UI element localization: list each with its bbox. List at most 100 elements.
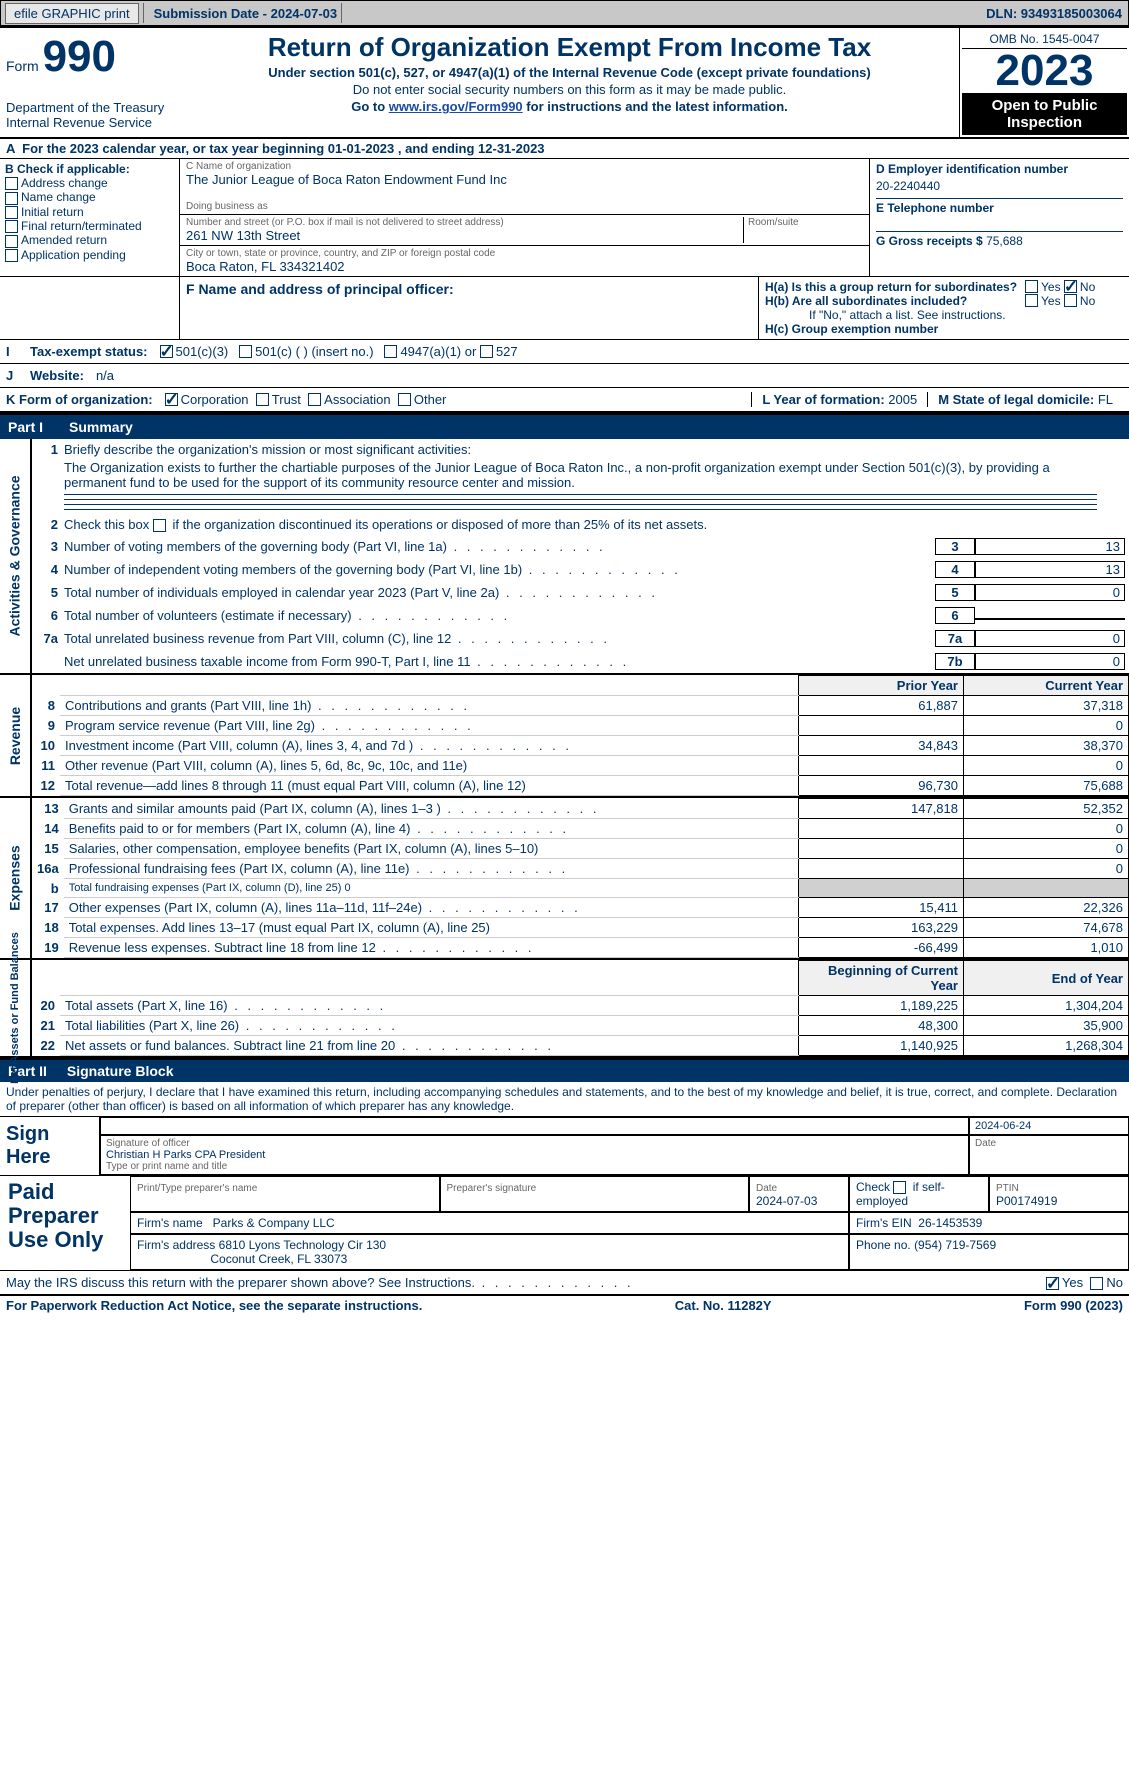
part1-number: Part I	[8, 419, 43, 435]
section-bcd: B Check if applicable: Address change Na…	[0, 158, 1129, 276]
b-opt5: Amended return	[21, 233, 107, 247]
b21: 48,300	[799, 1016, 964, 1036]
checkbox-discontinued[interactable]	[153, 519, 166, 532]
s5-val: 0	[975, 584, 1125, 601]
checkbox-selfemployed[interactable]	[893, 1181, 906, 1194]
sidebar-netassets: Net Assets or Fund Balances	[0, 960, 32, 1056]
c17: 22,326	[964, 898, 1129, 918]
part2-title: Signature Block	[67, 1063, 174, 1079]
checkbox-hb-yes[interactable]	[1025, 294, 1038, 307]
r8: Contributions and grants (Part VIII, lin…	[60, 696, 799, 716]
checkbox-final-return[interactable]	[5, 220, 18, 233]
checkbox-ha-yes[interactable]	[1025, 280, 1038, 293]
dba-label: Doing business as	[186, 201, 863, 212]
r15: Salaries, other compensation, employee b…	[64, 839, 799, 859]
checkbox-hb-no[interactable]	[1064, 294, 1077, 307]
f-label: F Name and address of principal officer:	[186, 281, 454, 297]
checkbox-4947[interactable]	[384, 345, 397, 358]
sign-here-label: Sign Here	[0, 1117, 100, 1175]
checkbox-amended[interactable]	[5, 235, 18, 248]
checkbox-501c3[interactable]	[160, 345, 173, 358]
hb-note: If "No," attach a list. See instructions…	[765, 308, 1123, 322]
phone-label: Phone no.	[856, 1238, 911, 1252]
no-label: No	[1080, 280, 1095, 294]
firm-ein: 26-1453539	[918, 1216, 982, 1230]
r11: Other revenue (Part VIII, column (A), li…	[60, 756, 799, 776]
revenue-table: Prior YearCurrent Year 8Contributions an…	[32, 675, 1129, 796]
cat-no: Cat. No. 11282Y	[675, 1298, 772, 1313]
sig-officer-label: Signature of officer	[106, 1138, 963, 1149]
form-number: 990	[43, 32, 116, 81]
checkbox-501c[interactable]	[239, 345, 252, 358]
hdr-prior: Prior Year	[799, 676, 964, 696]
r10: Investment income (Part VIII, column (A)…	[60, 736, 799, 756]
ein: 20-2240440	[876, 176, 1123, 196]
submission-date: Submission Date - 2024-07-03	[154, 6, 338, 21]
checkbox-ha-no[interactable]	[1064, 280, 1077, 293]
part2-bar: Part II Signature Block	[0, 1058, 1129, 1082]
checkbox-app-pending[interactable]	[5, 249, 18, 262]
line-a: A For the 2023 calendar year, or tax yea…	[0, 137, 1129, 158]
checkbox-other[interactable]	[398, 393, 411, 406]
hdr-end: End of Year	[964, 961, 1129, 996]
checkbox-discuss-no[interactable]	[1090, 1277, 1103, 1290]
s6-val	[975, 618, 1125, 620]
sidebar-activities: Activities & Governance	[0, 439, 32, 673]
city-label: City or town, state or province, country…	[186, 248, 863, 259]
p14	[799, 819, 964, 839]
c13: 52,352	[964, 799, 1129, 819]
checkbox-527[interactable]	[480, 345, 493, 358]
checkbox-association[interactable]	[308, 393, 321, 406]
p17: 15,411	[799, 898, 964, 918]
b-opt4: Final return/terminated	[21, 219, 142, 233]
p9	[799, 716, 964, 736]
goto-post: for instructions and the latest informat…	[526, 99, 787, 114]
k-opt1: Corporation	[181, 392, 249, 407]
city-state-zip: Boca Raton, FL 334321402	[186, 259, 863, 274]
firm-name-label: Firm's name	[137, 1216, 203, 1230]
p11	[799, 756, 964, 776]
gross-label: G Gross receipts $	[876, 234, 986, 248]
website: n/a	[96, 368, 114, 383]
r21: Total liabilities (Part X, line 26)	[60, 1016, 799, 1036]
checkbox-corporation[interactable]	[165, 393, 178, 406]
ptin-label: PTIN	[996, 1183, 1019, 1194]
k-label: K Form of organization:	[6, 392, 153, 407]
b-opt1: Address change	[21, 176, 108, 190]
firm-ein-label: Firm's EIN	[856, 1216, 912, 1230]
r9: Program service revenue (Part VIII, line…	[60, 716, 799, 736]
p19: -66,499	[799, 938, 964, 958]
r20: Total assets (Part X, line 16)	[60, 996, 799, 1016]
firm-addr1: 6810 Lyons Technology Cir 130	[219, 1238, 386, 1252]
efile-print-button[interactable]: efile GRAPHIC print	[5, 3, 139, 24]
irs-link[interactable]: www.irs.gov/Form990	[389, 99, 523, 114]
checkbox-address-change[interactable]	[5, 177, 18, 190]
checkbox-name-change[interactable]	[5, 192, 18, 205]
dept-treasury: Department of the Treasury Internal Reve…	[6, 100, 174, 130]
subtitle-section: Under section 501(c), 527, or 4947(a)(1)…	[184, 65, 955, 80]
state-domicile: FL	[1098, 392, 1113, 407]
yes-label: Yes	[1041, 280, 1061, 294]
checkbox-initial-return[interactable]	[5, 206, 18, 219]
prep-date: 2024-07-03	[756, 1194, 817, 1208]
checkbox-trust[interactable]	[256, 393, 269, 406]
p16a	[799, 859, 964, 879]
k-opt2: Trust	[272, 392, 301, 407]
prep-name-label: Print/Type preparer's name	[137, 1183, 257, 1194]
no-label: No	[1080, 294, 1095, 308]
check-label: Check	[856, 1180, 890, 1194]
e22: 1,268,304	[964, 1036, 1129, 1056]
e20: 1,304,204	[964, 996, 1129, 1016]
checkbox-discuss-yes[interactable]	[1046, 1277, 1059, 1290]
r16b: Total fundraising expenses (Part IX, col…	[64, 879, 799, 898]
hdr-curr: Current Year	[964, 676, 1129, 696]
mission-text: The Organization exists to further the c…	[32, 460, 1129, 490]
tax-year: 2023	[962, 49, 1127, 93]
s5-text: Total number of individuals employed in …	[64, 585, 935, 600]
p18: 163,229	[799, 918, 964, 938]
firm-addr-label: Firm's address	[137, 1238, 215, 1252]
part1-title: Summary	[63, 418, 139, 436]
sidebar-revenue: Revenue	[0, 675, 32, 796]
subtitle-ssn: Do not enter social security numbers on …	[184, 82, 955, 97]
r13: Grants and similar amounts paid (Part IX…	[64, 799, 799, 819]
